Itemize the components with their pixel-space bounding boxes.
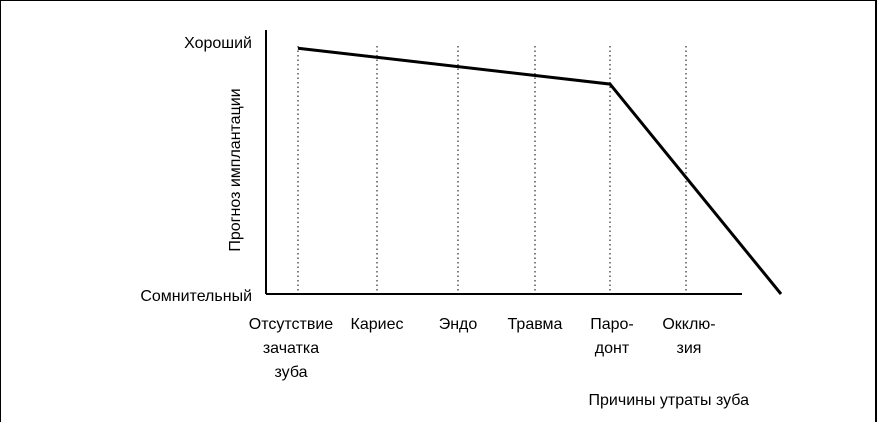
y-tick-labels: Хороший Сомнительный (140, 35, 252, 305)
series-group (297, 46, 783, 295)
guide-lines (297, 46, 687, 294)
x-tick-label-4: Паро-донт (590, 316, 634, 357)
x-tick-label-0: Отсутствие зачатка зуба (249, 316, 334, 381)
y-axis-label: Прогноз имплантации (227, 88, 244, 251)
y-tick-label-0: Хороший (184, 35, 252, 52)
x-axis-label: Причины утраты зуба (589, 392, 750, 409)
series-line-0 (297, 46, 783, 295)
x-tick-label-1: Кариес (351, 316, 404, 333)
x-tick-label-3: Травма (508, 316, 563, 333)
x-tick-label-5: Окклю-зия (662, 316, 715, 357)
x-tick-label-2: Эндо (439, 316, 478, 333)
x-tick-labels: Отсутствие зачатка зуба Кариес Эндо Травма Пар… (249, 316, 716, 381)
y-tick-label-1: Сомнительный (140, 288, 252, 305)
